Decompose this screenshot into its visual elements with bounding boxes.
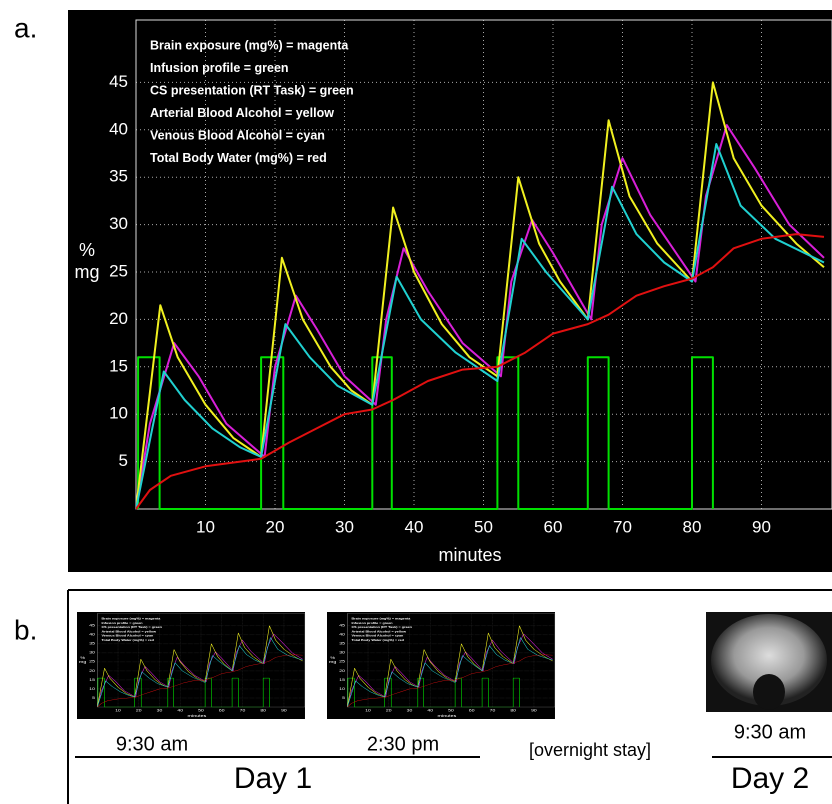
day-label: Day 1 xyxy=(234,762,312,795)
x-tick-label: 80 xyxy=(683,517,702,536)
annotation: Brain exposure (mg%) = magenta xyxy=(150,38,349,52)
x-tick-label: 90 xyxy=(752,517,771,536)
y-tick-label: 40 xyxy=(109,119,128,138)
x-tick-label: 70 xyxy=(613,517,632,536)
y-tick-label: 25 xyxy=(109,261,128,280)
x-tick-label: 10 xyxy=(196,517,215,536)
overnight-label: [overnight stay] xyxy=(529,740,651,760)
panel-label: a. xyxy=(14,12,37,43)
day-label: Day 2 xyxy=(731,762,809,795)
thumbnail xyxy=(77,612,305,719)
y-tick-label: 5 xyxy=(119,451,128,470)
annotation: Infusion profile = green xyxy=(150,61,289,75)
page: {"panel_labels": ["a.", "b."], "chart_da… xyxy=(0,0,832,804)
y-tick-label: 30 xyxy=(109,214,128,233)
x-tick-label: 40 xyxy=(405,517,424,536)
chart-panel: 10 20 30 40 50 60 70 80 90 5 10 15 20 25 30 35 40 45 Brai… xyxy=(68,10,832,572)
y-tick-label: 35 xyxy=(109,167,128,186)
time-label: 9:30 am xyxy=(116,733,188,755)
thumbnail xyxy=(327,612,555,719)
y-axis-label: % xyxy=(79,240,95,260)
time-label: 9:30 am xyxy=(734,721,806,743)
mri-brainstem xyxy=(753,674,785,710)
annotation: Total Body Water (mg%) = red xyxy=(150,151,327,165)
time-label: 2:30 pm xyxy=(367,733,439,755)
y-tick-label: 10 xyxy=(109,404,128,423)
x-axis-label: minutes xyxy=(438,545,501,565)
annotation: Arterial Blood Alcohol = yellow xyxy=(150,106,334,120)
x-tick-label: 50 xyxy=(474,517,493,536)
annotation: CS presentation (RT Task) = green xyxy=(150,83,354,97)
figure: a. 10 20 30 40 50 60 70 80 90 5 10 15 20 25 30 35 40 45 B… xyxy=(0,0,832,804)
y-tick-label: 45 xyxy=(109,72,128,91)
panel-label: b. xyxy=(14,614,37,645)
annotation: Venous Blood Alcohol = cyan xyxy=(150,128,325,142)
x-tick-label: 20 xyxy=(266,517,285,536)
x-tick-label: 60 xyxy=(544,517,563,536)
y-axis-label: mg xyxy=(74,262,99,282)
y-tick-label: 20 xyxy=(109,309,128,328)
y-tick-label: 15 xyxy=(109,356,128,375)
x-tick-label: 30 xyxy=(335,517,354,536)
